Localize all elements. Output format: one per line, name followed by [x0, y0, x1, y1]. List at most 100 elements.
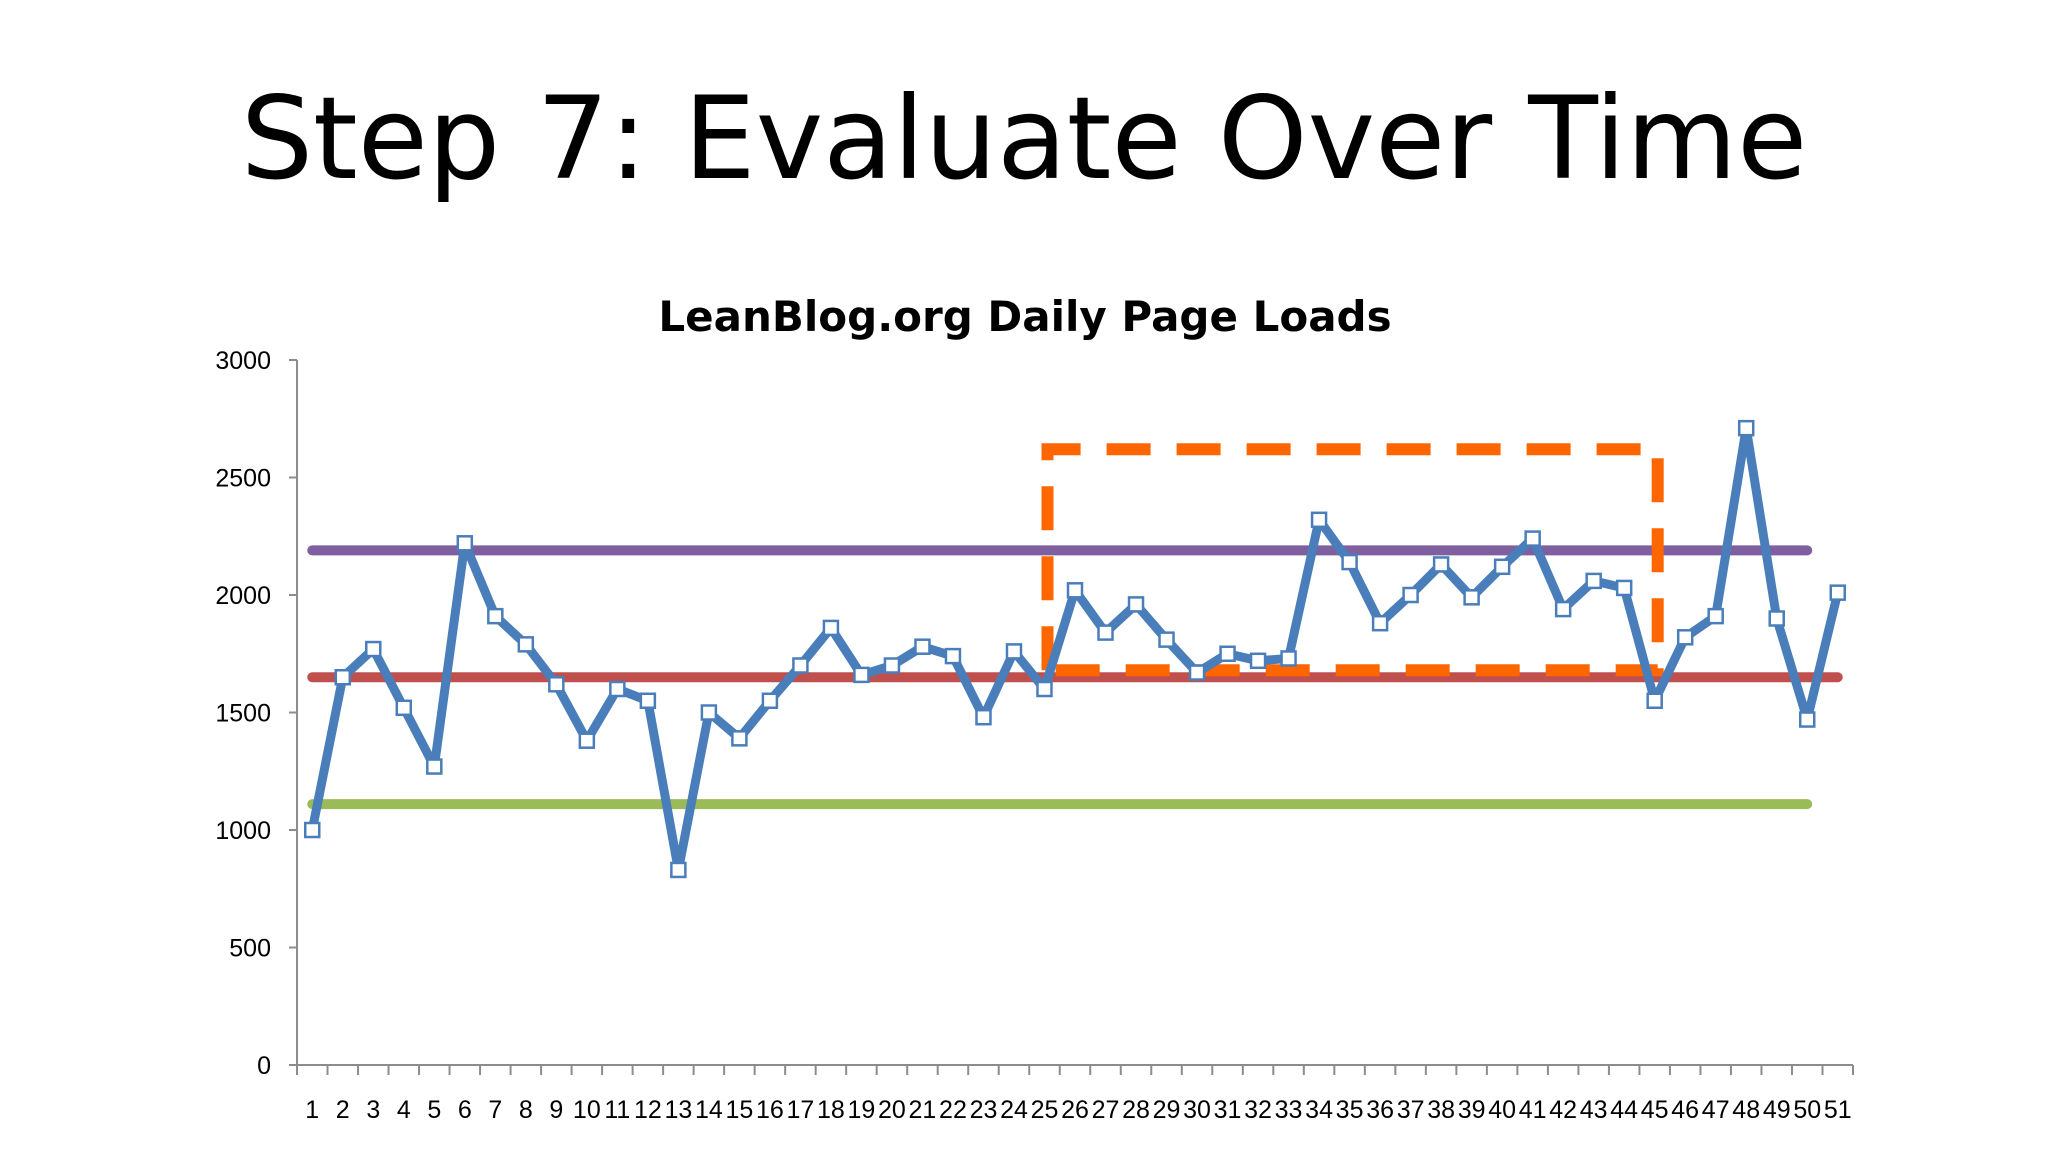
chart-title: LeanBlog.org Daily Page Loads — [658, 292, 1391, 341]
data-point — [670, 861, 687, 879]
x-tick-label: 32 — [1244, 1096, 1272, 1124]
data-point — [1432, 556, 1450, 573]
series-points — [304, 419, 1846, 879]
x-tick-label: 40 — [1488, 1096, 1516, 1124]
data-point — [517, 636, 535, 653]
x-tick-label: 31 — [1214, 1096, 1242, 1124]
x-tick-label: 1 — [305, 1096, 319, 1124]
reference-lines — [307, 545, 1843, 810]
data-point — [975, 708, 992, 726]
y-axis-ticks: 0 500 1000 1500 2000 2500 3000 — [215, 347, 297, 1080]
data-point — [1066, 582, 1084, 599]
x-tick-label: 45 — [1641, 1096, 1669, 1124]
data-point — [1737, 419, 1755, 437]
data-point — [1005, 643, 1023, 660]
y-tick-label: 1500 — [215, 700, 271, 728]
x-axis-ticks: 1 2 3 4 5 6 7 8 9 10 11 12 13 14 15 16 17 18 19 20 21 22 23 24 2… — [296, 1065, 1854, 1124]
data-point — [1585, 572, 1602, 590]
data-point — [883, 657, 901, 674]
data-point — [548, 676, 565, 693]
data-point — [944, 647, 962, 665]
x-tick-label: 13 — [664, 1096, 692, 1124]
data-point — [1768, 610, 1785, 627]
data-point — [1188, 664, 1206, 681]
data-point — [1463, 589, 1480, 606]
x-tick-label: 38 — [1427, 1096, 1455, 1124]
data-point — [853, 666, 870, 684]
data-point — [1493, 558, 1511, 576]
data-point — [1158, 631, 1175, 648]
data-point — [639, 692, 657, 709]
x-tick-label: 49 — [1763, 1096, 1791, 1124]
data-point — [1097, 624, 1114, 641]
data-point — [487, 607, 504, 625]
data-point — [1310, 511, 1328, 529]
x-tick-label: 30 — [1183, 1096, 1211, 1124]
x-tick-label: 41 — [1519, 1096, 1547, 1124]
x-tick-label: 47 — [1702, 1096, 1730, 1124]
data-point — [1036, 680, 1053, 698]
data-point — [334, 669, 352, 686]
data-point — [456, 535, 474, 552]
y-tick-label: 1000 — [215, 817, 271, 845]
y-tick-label: 3000 — [215, 347, 271, 375]
x-tick-label: 23 — [970, 1096, 998, 1124]
x-tick-label: 42 — [1549, 1096, 1577, 1124]
data-point — [822, 619, 840, 637]
highlight-box — [1041, 443, 1664, 677]
y-tick-label: 500 — [229, 935, 271, 963]
x-tick-label: 37 — [1397, 1096, 1425, 1124]
data-point — [1707, 607, 1724, 625]
data-point — [700, 704, 718, 721]
x-tick-label: 21 — [909, 1096, 937, 1124]
x-tick-label: 17 — [787, 1096, 815, 1124]
x-tick-label: 28 — [1122, 1096, 1150, 1124]
data-point — [1676, 629, 1694, 646]
data-point — [304, 821, 321, 839]
data-point — [914, 638, 931, 655]
x-tick-label: 35 — [1336, 1096, 1364, 1124]
data-point — [1798, 711, 1816, 728]
data-point — [1402, 586, 1419, 604]
x-tick-label: 8 — [519, 1096, 533, 1124]
x-tick-label: 22 — [939, 1096, 967, 1124]
x-tick-label: 4 — [397, 1096, 411, 1124]
x-tick-label: 36 — [1366, 1096, 1394, 1124]
chart-axes — [296, 360, 1853, 1066]
x-tick-label: 5 — [427, 1096, 441, 1124]
x-tick-label: 39 — [1458, 1096, 1486, 1124]
data-point — [1341, 553, 1358, 571]
x-tick-label: 46 — [1671, 1096, 1699, 1124]
data-point — [1554, 600, 1572, 618]
x-tick-label: 48 — [1732, 1096, 1760, 1124]
data-point — [792, 657, 809, 674]
data-point — [761, 692, 779, 709]
x-tick-label: 33 — [1275, 1096, 1303, 1124]
data-point — [1127, 596, 1145, 613]
x-tick-label: 24 — [1000, 1096, 1028, 1124]
x-tick-label: 19 — [848, 1096, 876, 1124]
x-tick-label: 12 — [634, 1096, 662, 1124]
y-tick-label: 2000 — [215, 582, 271, 610]
data-point — [1524, 530, 1541, 547]
data-point — [1371, 614, 1389, 632]
x-tick-label: 29 — [1153, 1096, 1181, 1124]
x-tick-label: 25 — [1031, 1096, 1059, 1124]
x-tick-label: 50 — [1793, 1096, 1821, 1124]
x-tick-label: 51 — [1824, 1096, 1852, 1124]
x-tick-label: 6 — [458, 1096, 472, 1124]
x-tick-label: 2 — [336, 1096, 350, 1124]
x-tick-label: 10 — [573, 1096, 601, 1124]
x-tick-label: 7 — [488, 1096, 502, 1124]
y-tick-label: 0 — [257, 1052, 271, 1080]
x-tick-label: 14 — [695, 1096, 723, 1124]
x-tick-label: 18 — [817, 1096, 845, 1124]
y-tick-label: 2500 — [215, 465, 271, 493]
x-tick-label: 26 — [1061, 1096, 1089, 1124]
data-point — [1646, 692, 1663, 709]
x-tick-label: 44 — [1610, 1096, 1638, 1124]
x-tick-label: 16 — [756, 1096, 784, 1124]
data-point — [731, 730, 748, 747]
highlight-box-outline — [1041, 443, 1664, 677]
